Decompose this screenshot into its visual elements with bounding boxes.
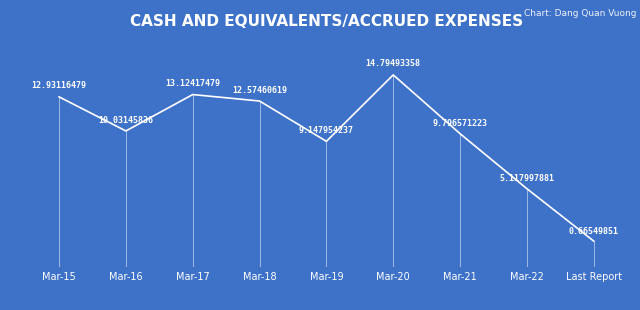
Text: 9.796571223: 9.796571223 <box>433 119 488 128</box>
Text: 13.12417479: 13.12417479 <box>165 78 220 87</box>
Text: 10.03145836: 10.03145836 <box>99 116 154 125</box>
Text: 14.79493358: 14.79493358 <box>365 59 420 68</box>
Text: 5.117997881: 5.117997881 <box>499 174 554 183</box>
Text: Chart: Dang Quan Vuong: Chart: Dang Quan Vuong <box>524 9 637 18</box>
Text: 12.93116479: 12.93116479 <box>31 81 86 90</box>
Text: 12.57460619: 12.57460619 <box>232 86 287 95</box>
Title: CASH AND EQUIVALENTS/ACCRUED EXPENSES: CASH AND EQUIVALENTS/ACCRUED EXPENSES <box>130 14 523 29</box>
Text: 0.66549851: 0.66549851 <box>569 228 619 237</box>
Text: 9.147954237: 9.147954237 <box>299 126 354 135</box>
